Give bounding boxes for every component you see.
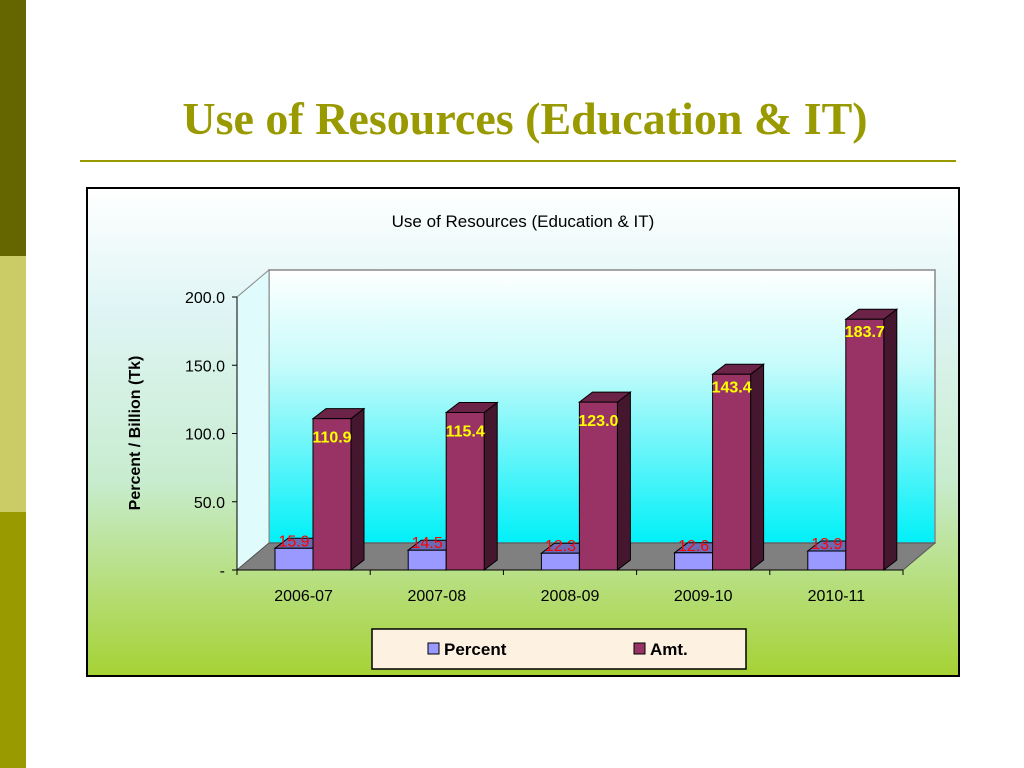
y-tick-label: 100.0: [185, 427, 225, 444]
bar-side: [883, 308, 898, 572]
data-label: 15.9: [278, 533, 309, 550]
bar-side: [483, 401, 498, 572]
data-label: 110.9: [312, 430, 351, 447]
chart-frame: Use of Resources (Education & IT) - 50.0 10…: [86, 187, 960, 677]
chart-side-wall: [236, 268, 270, 572]
bar-percent: [407, 549, 447, 571]
y-tick-label: 50.0: [194, 495, 225, 512]
data-label: 123.0: [578, 413, 618, 430]
chart-svg: Use of Resources (Education & IT) - 50.0 10…: [127, 212, 937, 670]
data-label: 183.7: [845, 324, 885, 341]
title-divider: [80, 160, 956, 162]
y-tick-label: 150.0: [185, 358, 225, 375]
bar-side: [750, 363, 765, 572]
bar-percent: [274, 547, 314, 571]
x-tick-label: 2007-08: [407, 588, 466, 605]
bar-side: [350, 407, 365, 572]
chart-title: Use of Resources (Education & IT): [392, 212, 655, 231]
bar-percent: [540, 552, 580, 571]
bar-amt: [312, 418, 352, 571]
sidebar-stripe-middle: [0, 256, 26, 512]
data-label: 115.4: [446, 423, 485, 440]
bar-amt: [578, 401, 618, 571]
legend-label: Amt.: [650, 640, 688, 659]
data-label: 12.3: [545, 538, 576, 555]
x-tick-label: 2008-09: [541, 588, 600, 605]
bar-percent: [807, 550, 847, 571]
bar-side: [616, 391, 631, 572]
y-tick-label: -: [220, 563, 225, 580]
data-label: 13.9: [811, 536, 842, 553]
legend-label: Percent: [444, 640, 507, 659]
data-label: 14.5: [412, 535, 443, 552]
x-tick-label: 2006-07: [274, 588, 333, 605]
x-tick-label: 2009-10: [674, 588, 733, 605]
y-tick-label: 200.0: [185, 290, 225, 307]
y-axis-label: Percent / Billion (Tk): [127, 356, 144, 511]
bar-percent: [674, 552, 714, 571]
bar-amt: [712, 373, 752, 571]
sidebar-stripe-bottom: [0, 512, 26, 768]
bar-amt: [445, 411, 485, 571]
x-tick-label: 2010-11: [808, 588, 866, 605]
legend-swatch: [427, 642, 440, 655]
data-label: 143.4: [712, 379, 752, 396]
bar-amt: [845, 318, 885, 571]
legend-swatch: [633, 642, 646, 655]
sidebar-stripe-top: [0, 0, 26, 256]
slide-title: Use of Resources (Education & IT): [182, 93, 868, 144]
data-label: 12.6: [678, 538, 709, 555]
